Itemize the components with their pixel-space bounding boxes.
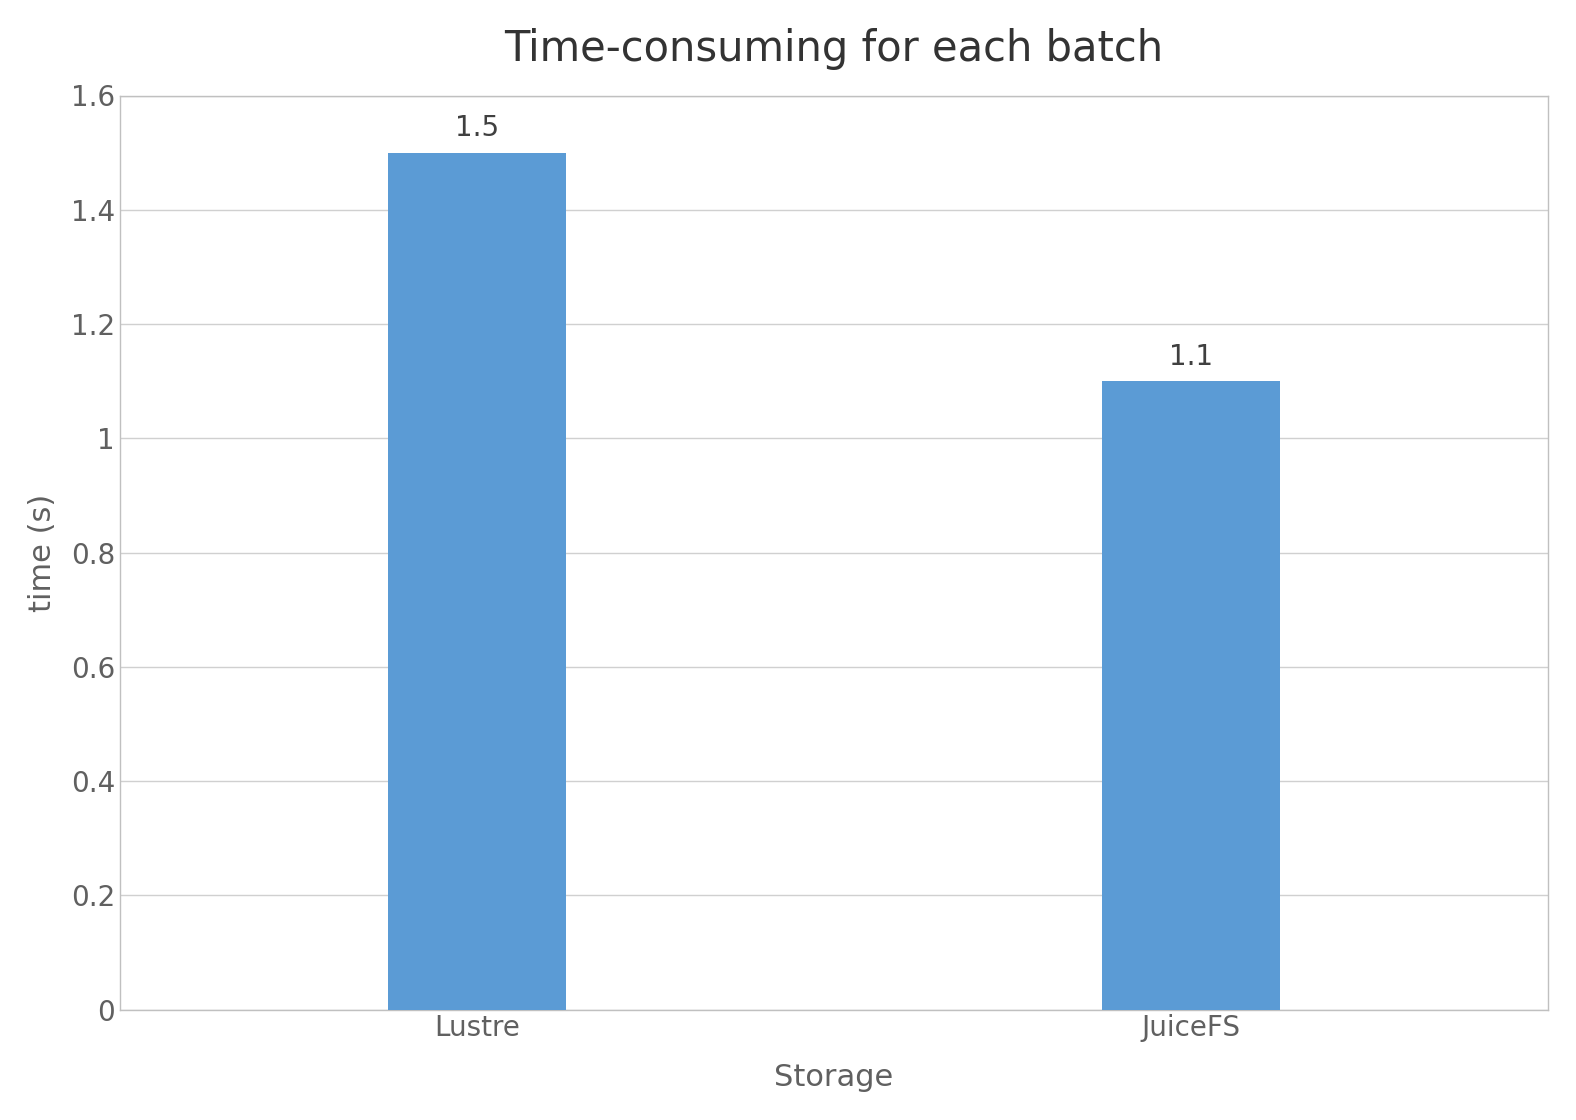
Text: 1.5: 1.5 xyxy=(455,114,500,142)
Bar xyxy=(1102,381,1280,1009)
Bar xyxy=(388,152,566,1009)
Y-axis label: time (s): time (s) xyxy=(28,494,57,612)
X-axis label: Storage: Storage xyxy=(774,1063,894,1092)
Title: Time-consuming for each batch: Time-consuming for each batch xyxy=(504,28,1163,69)
Text: 1.1: 1.1 xyxy=(1169,343,1214,371)
